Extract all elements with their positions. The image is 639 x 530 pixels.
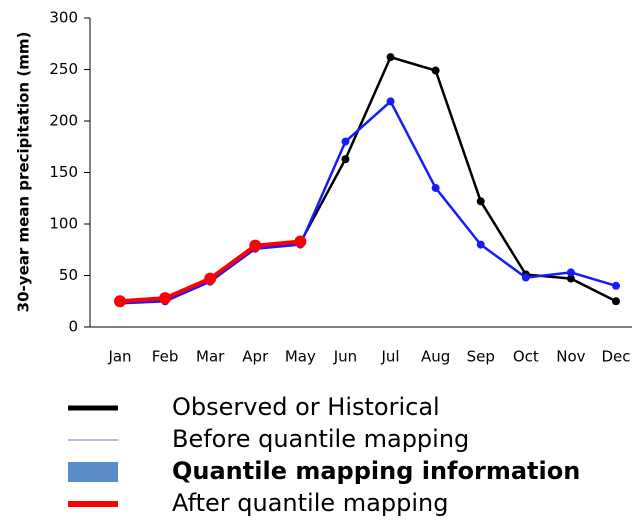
point — [294, 235, 307, 248]
x-tick-label: Oct — [513, 348, 539, 366]
point — [341, 155, 350, 164]
legend-label: Observed or Historical — [172, 393, 440, 421]
legend-label: Before quantile mapping — [172, 425, 469, 453]
point — [114, 295, 126, 308]
y-tick-label: 50 — [59, 266, 78, 284]
point — [476, 197, 485, 206]
point — [566, 274, 575, 283]
legend-label: After quantile mapping — [172, 489, 448, 517]
x-tick-label: Mar — [196, 348, 225, 366]
point — [159, 292, 172, 305]
y-tick-label: 250 — [49, 60, 78, 78]
point — [341, 137, 350, 146]
y-tick-label: 200 — [49, 112, 78, 130]
x-tick-label: May — [285, 348, 316, 366]
point — [204, 272, 217, 285]
point — [566, 268, 575, 277]
x-tick-label: Sep — [467, 348, 495, 366]
y-tick-label: 100 — [49, 215, 78, 233]
point — [612, 281, 620, 290]
point — [386, 53, 395, 62]
point — [386, 97, 395, 106]
series-line — [119, 99, 617, 305]
y-tick-label: 0 — [68, 318, 78, 336]
y-tick-label: 150 — [49, 163, 78, 181]
x-tick-label: Jul — [380, 348, 399, 366]
series-line — [119, 239, 301, 304]
point — [249, 239, 262, 252]
x-tick-label: Jan — [107, 348, 131, 366]
x-tick-label: Aug — [421, 348, 450, 366]
x-tick-label: Nov — [556, 348, 585, 366]
y-tick-label: 300 — [49, 9, 78, 27]
point — [612, 297, 620, 306]
point — [431, 183, 440, 192]
point — [431, 66, 440, 75]
y-axis-label: 30-year mean precipitation (mm) — [15, 32, 33, 313]
x-tick-label: Apr — [242, 348, 269, 366]
x-tick-label: Feb — [152, 348, 179, 366]
point — [521, 273, 530, 282]
point — [476, 240, 485, 249]
x-tick-label: Dec — [601, 348, 630, 366]
legend-label: Quantile mapping information — [172, 457, 580, 485]
legend-swatch — [68, 462, 118, 482]
x-tick-label: Jun — [333, 348, 357, 366]
series-line — [119, 55, 617, 303]
